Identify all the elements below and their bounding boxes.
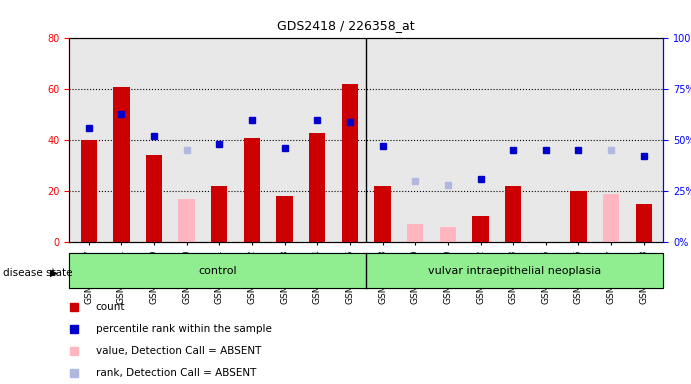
Text: GDS2418 / 226358_at: GDS2418 / 226358_at xyxy=(276,19,415,32)
Bar xyxy=(309,132,325,242)
Bar xyxy=(473,217,489,242)
Bar xyxy=(407,224,424,242)
Bar xyxy=(81,140,97,242)
Bar xyxy=(375,186,390,242)
Bar xyxy=(276,196,293,242)
Text: vulvar intraepithelial neoplasia: vulvar intraepithelial neoplasia xyxy=(428,266,601,276)
Text: count: count xyxy=(95,302,125,312)
Text: control: control xyxy=(198,266,237,276)
Text: rank, Detection Call = ABSENT: rank, Detection Call = ABSENT xyxy=(95,368,256,378)
Bar xyxy=(244,137,260,242)
Bar xyxy=(69,253,366,288)
Bar xyxy=(342,84,358,242)
Text: disease state: disease state xyxy=(3,268,73,278)
Bar xyxy=(113,87,129,242)
Bar xyxy=(505,186,521,242)
Bar xyxy=(211,186,227,242)
Bar xyxy=(178,199,195,242)
Bar xyxy=(366,253,663,288)
Bar xyxy=(146,156,162,242)
Bar xyxy=(636,204,652,242)
Bar xyxy=(603,194,619,242)
Text: ▶: ▶ xyxy=(50,268,59,278)
Bar xyxy=(439,227,456,242)
Bar xyxy=(570,191,587,242)
Text: value, Detection Call = ABSENT: value, Detection Call = ABSENT xyxy=(95,346,261,356)
Text: percentile rank within the sample: percentile rank within the sample xyxy=(95,324,272,334)
